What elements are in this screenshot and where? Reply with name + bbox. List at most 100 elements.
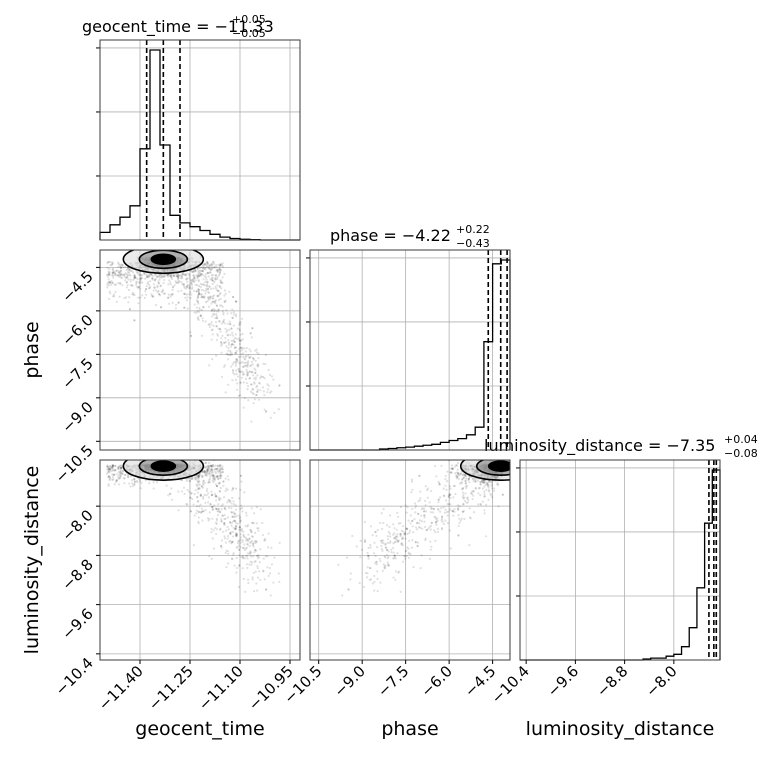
scatter-point — [215, 499, 218, 502]
scatter-point — [229, 531, 232, 534]
scatter-point — [278, 541, 281, 544]
scatter-point — [277, 408, 280, 411]
scatter-point — [106, 471, 109, 474]
scatter-point — [232, 487, 235, 490]
scatter-point — [245, 361, 248, 364]
scatter-point — [231, 363, 234, 366]
scatter-point — [232, 361, 235, 364]
scatter-point — [210, 310, 213, 313]
scatter-point — [226, 550, 229, 553]
scatter-point — [203, 471, 206, 474]
scatter-point — [235, 525, 238, 529]
scatter-point — [111, 281, 114, 285]
scatter-point — [192, 274, 195, 277]
scatter-point — [213, 301, 216, 304]
scatter-point — [248, 544, 251, 548]
scatter-point — [233, 527, 237, 530]
scatter-point — [213, 313, 216, 316]
scatter-point — [194, 268, 197, 271]
scatter-point — [234, 300, 237, 303]
scatter-point — [256, 384, 259, 387]
scatter-point — [234, 515, 237, 518]
scatter-point — [114, 273, 117, 277]
scatter-point — [220, 520, 223, 523]
scatter-point — [189, 291, 192, 294]
scatter-point — [255, 393, 258, 397]
scatter-point — [256, 567, 259, 570]
scatter-point — [261, 386, 264, 389]
scatter-point — [239, 381, 242, 384]
scatter-point — [230, 339, 233, 342]
scatter-point — [192, 503, 195, 506]
scatter-point — [211, 474, 214, 477]
scatter-point — [134, 276, 137, 279]
scatter-point — [216, 464, 219, 467]
scatter-point — [255, 582, 258, 585]
scatter-point — [258, 561, 261, 564]
scatter-point — [235, 358, 238, 361]
scatter-point — [216, 475, 219, 478]
scatter-point — [234, 351, 237, 354]
scatter-point — [188, 490, 191, 493]
scatter-point — [204, 474, 208, 477]
scatter-point — [195, 306, 198, 309]
scatter-point — [230, 524, 233, 527]
scatter-point — [111, 465, 115, 468]
scatter-point — [234, 352, 237, 355]
scatter-point — [220, 474, 223, 478]
scatter-point — [210, 494, 213, 497]
scatter-point — [206, 288, 209, 291]
scatter-point — [256, 388, 259, 391]
scatter-point — [252, 358, 255, 361]
scatter-point — [215, 484, 218, 488]
scatter-point — [177, 274, 180, 277]
scatter-point — [156, 275, 159, 278]
scatter-point — [133, 277, 136, 280]
scatter-point — [228, 290, 231, 293]
scatter-point — [171, 286, 174, 289]
scatter-point — [218, 293, 221, 296]
scatter-point — [249, 560, 252, 563]
scatter-point — [119, 473, 122, 476]
scatter-point — [250, 360, 253, 363]
scatter-point — [252, 357, 255, 360]
scatter-point — [114, 283, 118, 286]
scatter-point — [256, 390, 259, 393]
scatter-point — [204, 266, 208, 269]
scatter-point — [248, 348, 251, 351]
scatter-point — [108, 268, 111, 271]
xlabel-luminosity-distance: luminosity_distance — [526, 718, 715, 740]
scatter-point — [232, 500, 235, 503]
scatter-point — [256, 374, 259, 377]
scatter-point — [215, 476, 218, 479]
scatter-point — [209, 295, 212, 298]
scatter-point — [206, 469, 209, 472]
scatter-point — [156, 481, 159, 484]
scatter-point — [234, 532, 237, 535]
scatter-point — [234, 528, 237, 531]
scatter-point — [199, 314, 202, 318]
scatter-point — [219, 468, 222, 471]
scatter-point — [154, 304, 158, 307]
scatter-point — [216, 270, 219, 273]
scatter-point — [246, 371, 250, 374]
scatter-point — [196, 491, 200, 494]
scatter-point — [160, 276, 163, 279]
scatter-point — [139, 277, 142, 280]
scatter-point — [183, 286, 186, 289]
scatter-point — [119, 466, 122, 470]
scatter-point — [129, 485, 132, 488]
scatter-point — [195, 475, 198, 478]
scatter-point — [212, 313, 215, 316]
scatter-point — [241, 540, 244, 544]
scatter-point — [236, 542, 240, 545]
scatter-point — [218, 270, 221, 273]
scatter-point — [197, 293, 200, 297]
scatter-point — [166, 274, 169, 277]
scatter-point — [107, 469, 110, 472]
scatter-point — [206, 471, 209, 474]
scatter-point — [207, 496, 211, 499]
scatter-point — [254, 376, 258, 379]
scatter-point — [125, 273, 128, 276]
scatter-point — [257, 398, 261, 401]
